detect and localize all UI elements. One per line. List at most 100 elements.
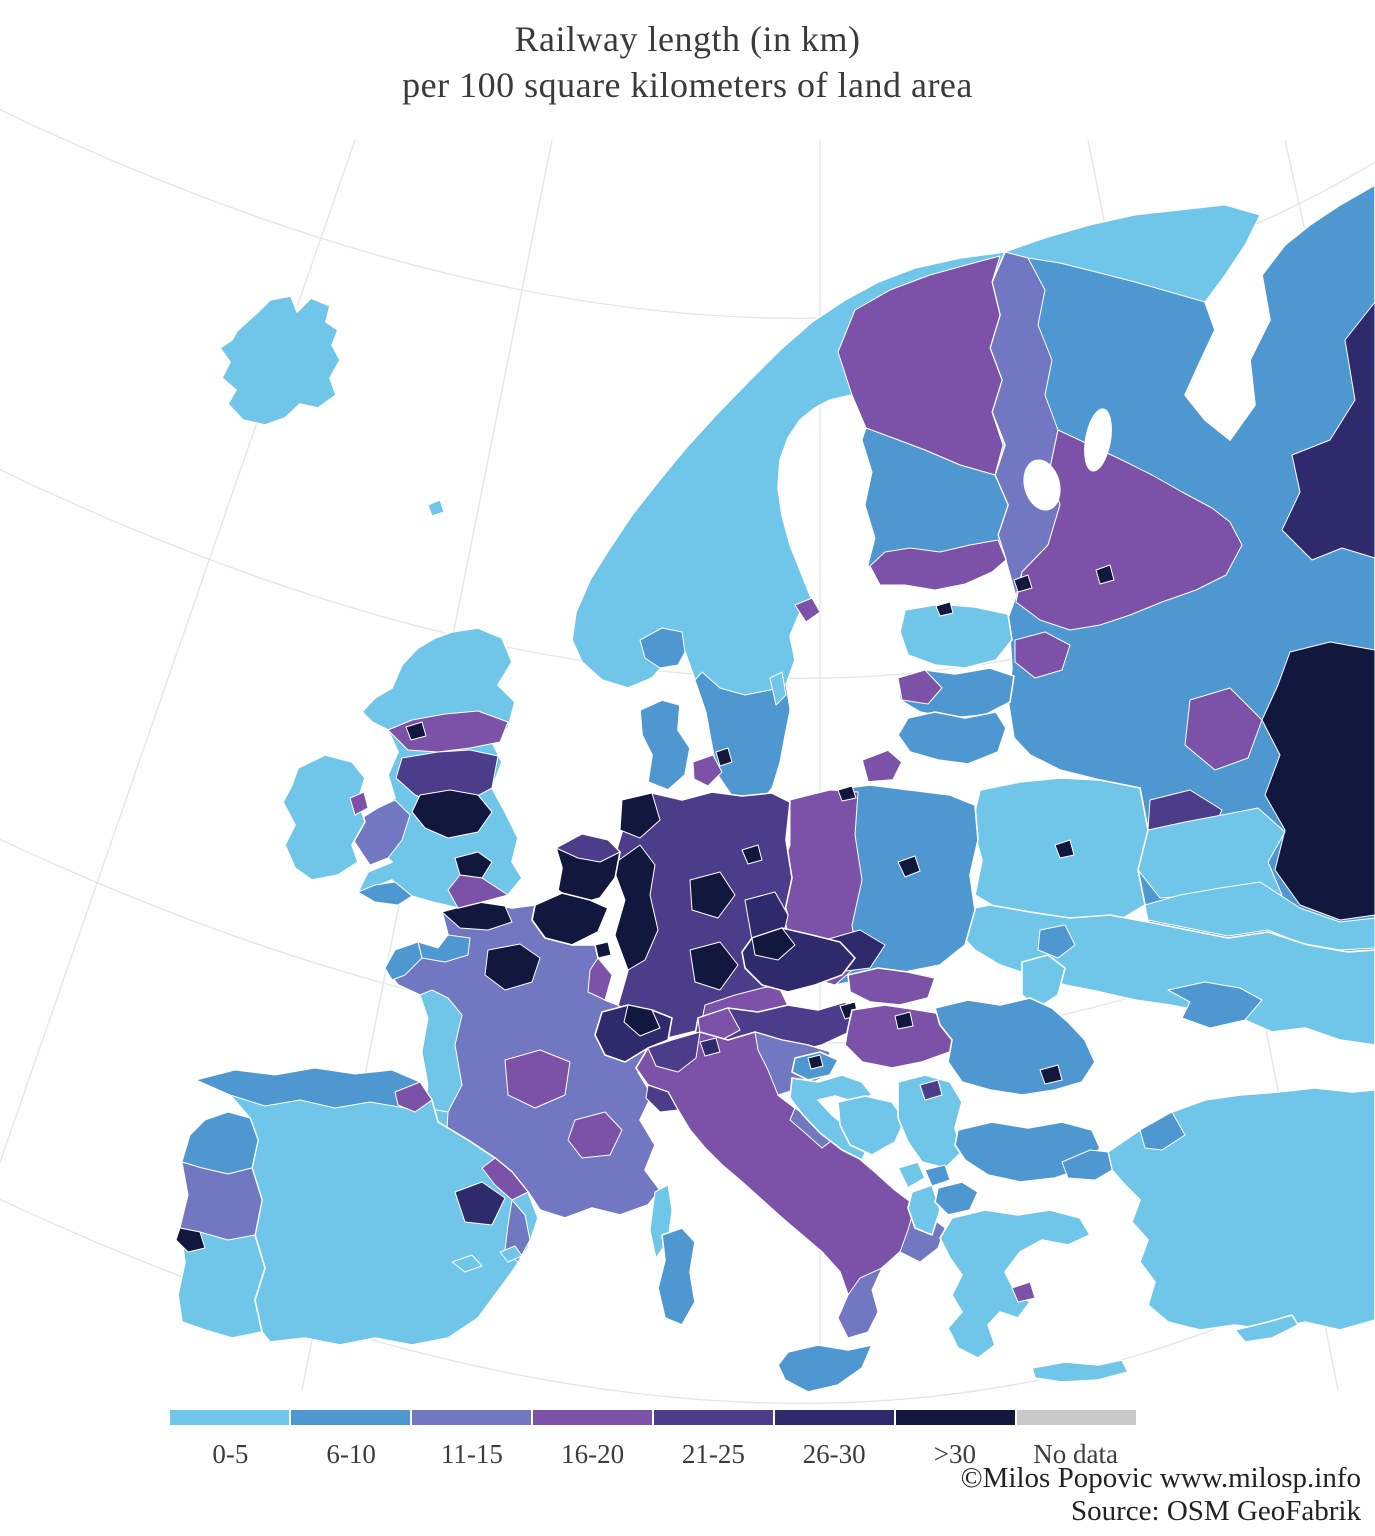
- region-cyprus: [1234, 1314, 1299, 1343]
- region-pskov: [1014, 631, 1071, 679]
- region-greece: [939, 1209, 1091, 1359]
- region-st-petersburg: [1013, 574, 1033, 593]
- region-netherlands-north: [555, 833, 621, 863]
- region-bosnia: [837, 1095, 906, 1156]
- region-budapest: [894, 1011, 914, 1030]
- region-alsace: [587, 957, 613, 1001]
- region-denmark: [639, 699, 691, 791]
- region-vologda: [1281, 301, 1375, 561]
- region-uk-central-scotland: [387, 710, 509, 753]
- region-novgorod: [1095, 564, 1115, 585]
- region-copenhagen: [715, 747, 733, 767]
- region-turkey: [1107, 1087, 1375, 1331]
- region-france-center: [504, 1049, 571, 1109]
- region-murmansk: [1004, 204, 1261, 303]
- legend-chip-21-25: [654, 1410, 773, 1425]
- legend-label-21-25: 21-25: [681, 1439, 745, 1469]
- region-italy-nw: [647, 1031, 701, 1073]
- region-stuttgart: [689, 941, 739, 991]
- page-title: Railway length (in km) per 100 square ki…: [0, 16, 1375, 108]
- region-madrid: [454, 1181, 506, 1226]
- region-iceland: [219, 295, 341, 426]
- region-kaliningrad: [861, 749, 903, 783]
- region-basque: [394, 1081, 433, 1113]
- legend-color-bar: [170, 1410, 1136, 1425]
- region-riga: [897, 669, 943, 705]
- region-tver: [1184, 687, 1263, 771]
- region-crimea: [1167, 981, 1263, 1029]
- region-thrace: [1061, 1149, 1113, 1181]
- map-regions: [175, 184, 1375, 1393]
- region-uk-se-england: [447, 874, 509, 909]
- region-russia-south-1: [1137, 807, 1286, 903]
- region-crete: [1031, 1359, 1129, 1383]
- region-liguria: [645, 1084, 679, 1113]
- region-estonia: [899, 603, 1013, 669]
- region-paris: [484, 943, 541, 991]
- region-portugal-center: [179, 1161, 263, 1241]
- region-nw-band: [1015, 429, 1243, 631]
- attribution: ©Milos Popovic www.milosp.info Source: O…: [961, 1462, 1361, 1529]
- legend-label-6-10: 6-10: [326, 1439, 376, 1469]
- region-spain-north: [195, 1067, 433, 1109]
- region-uk-england-core: [411, 789, 493, 839]
- region-hungary: [844, 1004, 963, 1069]
- region-marmara: [1139, 1111, 1186, 1151]
- region-hamburg: [619, 792, 661, 839]
- region-macedonia: [934, 1181, 979, 1216]
- legend-chip-6-10: [291, 1410, 410, 1425]
- region-uk-sw-england: [357, 881, 413, 906]
- title-line-2: per 100 square kilometers of land area: [402, 65, 973, 106]
- legend-chip-0-5: [170, 1410, 289, 1425]
- region-slovakia: [847, 967, 936, 1006]
- region-bucharest: [1039, 1064, 1063, 1085]
- region-lithuania: [897, 711, 1007, 765]
- region-athens: [1011, 1281, 1036, 1303]
- region-russia-south-2: [1144, 881, 1375, 951]
- region-moldova: [1021, 954, 1066, 1009]
- legend-chip-26-30: [775, 1410, 894, 1425]
- region-tallinn: [935, 601, 954, 617]
- legend-labels: 0-5 6-10 11-15 16-20 21-25 26-30 >30 No data: [170, 1439, 1136, 1470]
- attribution-author: ©Milos Popovic www.milosp.info: [960, 1462, 1361, 1494]
- region-faroe: [427, 499, 445, 517]
- region-glasgow: [405, 721, 427, 741]
- title-line-1: Railway length (in km): [514, 19, 861, 59]
- legend-label-No data: No data: [1033, 1439, 1118, 1469]
- region-belgrade: [919, 1079, 943, 1101]
- region-gotland: [769, 671, 787, 706]
- region-frankfurt: [689, 871, 736, 919]
- region-london: [454, 851, 493, 879]
- region-lyon: [567, 1111, 623, 1159]
- region-ireland: [282, 754, 366, 881]
- legend-chip-No data: [1017, 1410, 1136, 1425]
- region-catalonia: [481, 1157, 529, 1201]
- region-stockholm: [794, 597, 821, 623]
- legend-label-11-15: 11-15: [440, 1439, 503, 1469]
- region-oslo: [639, 627, 686, 669]
- region-portugal-north: [181, 1111, 259, 1175]
- legend-chip->30: [896, 1410, 1015, 1425]
- region-gdansk: [837, 785, 857, 802]
- region-calabria: [837, 1267, 883, 1339]
- region-sardinia: [657, 1227, 696, 1326]
- region-kyiv: [1037, 924, 1076, 959]
- legend-chip-11-15: [412, 1410, 531, 1425]
- legend-label-16-20: 16-20: [561, 1439, 625, 1469]
- region-ljubljana: [807, 1054, 824, 1070]
- region-balearic-1: [451, 1254, 483, 1273]
- region-normandy: [417, 934, 471, 963]
- region-denmark-islands: [692, 754, 723, 787]
- region-france-west: [419, 989, 463, 1113]
- region-sicily: [777, 1344, 873, 1393]
- region-finland-south: [869, 539, 1007, 591]
- region-warsaw: [897, 855, 921, 878]
- region-brittany: [384, 941, 423, 981]
- region-germany-west: [611, 844, 659, 971]
- region-lisbon: [175, 1227, 206, 1253]
- legend-chip-16-20: [533, 1410, 652, 1425]
- region-balearic-2: [499, 1245, 523, 1263]
- legend: 0-5 6-10 11-15 16-20 21-25 26-30 >30 No data: [170, 1410, 1136, 1470]
- lake-onega: [1084, 408, 1112, 472]
